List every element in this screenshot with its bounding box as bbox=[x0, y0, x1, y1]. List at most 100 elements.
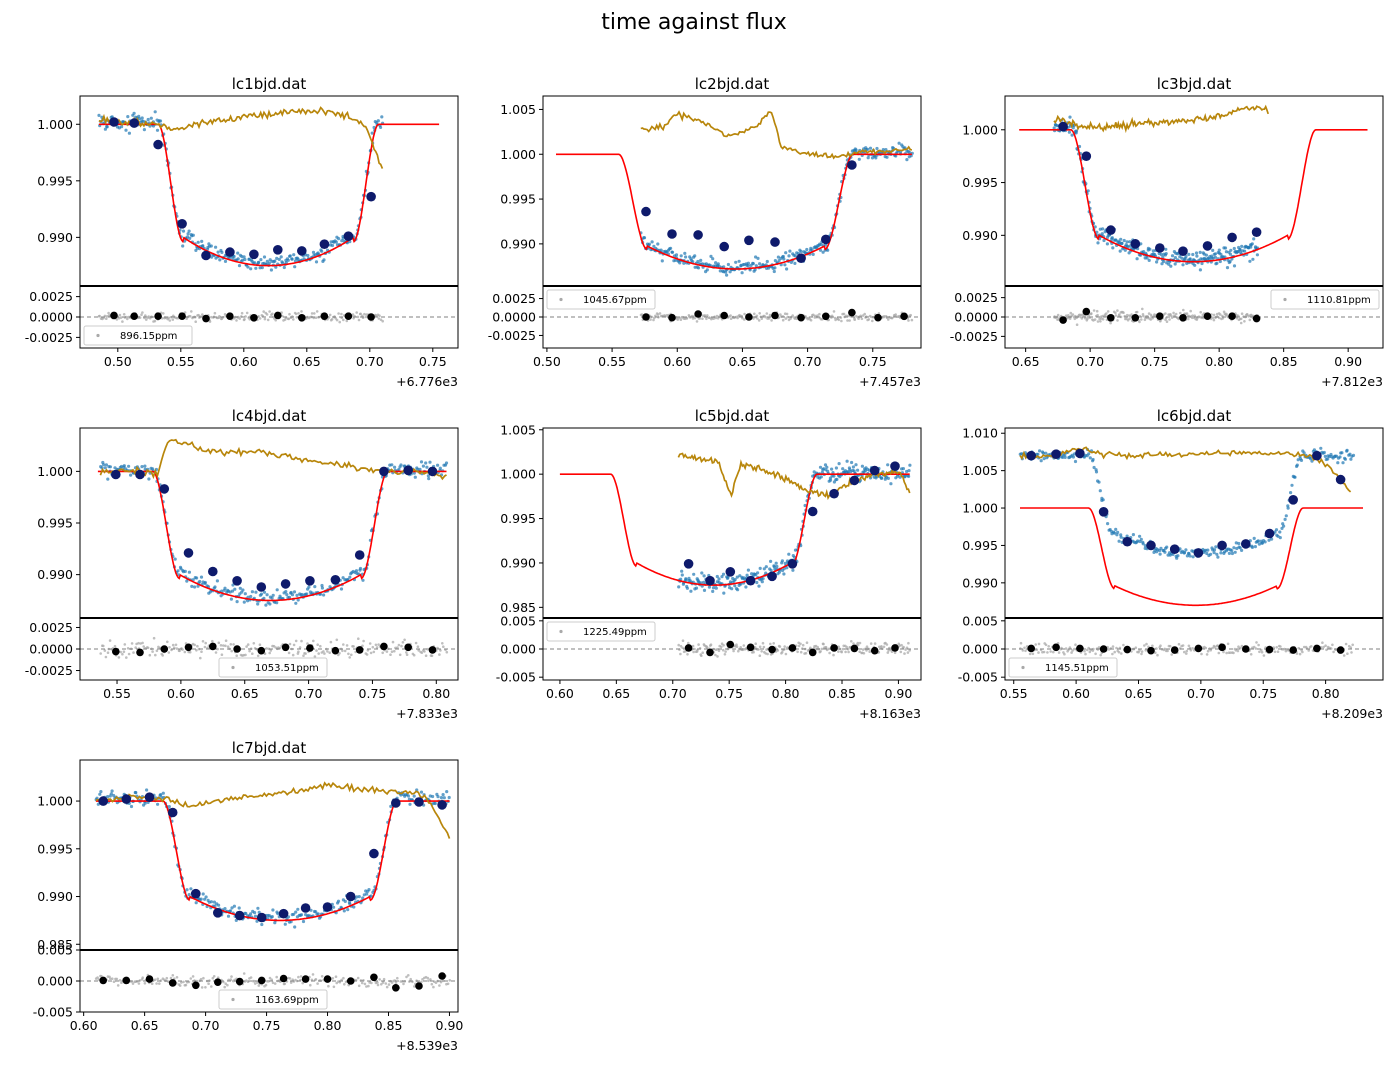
binned-data-point bbox=[1312, 450, 1322, 461]
flux-plot-area bbox=[1019, 104, 1368, 272]
residual-binned-point bbox=[1218, 643, 1226, 652]
residual-point bbox=[387, 983, 391, 986]
residual-binned-point bbox=[281, 643, 290, 652]
residual-point bbox=[202, 976, 205, 980]
residual-point bbox=[294, 312, 298, 316]
raw-data-point bbox=[301, 919, 306, 924]
raw-data-point bbox=[98, 792, 102, 796]
residual-point bbox=[246, 643, 250, 646]
residual-point bbox=[258, 317, 262, 320]
residual-point bbox=[1276, 650, 1280, 653]
x-offset-label: +6.776e3 bbox=[396, 374, 458, 389]
residual-point bbox=[1056, 313, 1060, 317]
binned-data-point bbox=[821, 234, 831, 245]
residual-point bbox=[760, 650, 763, 653]
residual-point bbox=[1344, 642, 1348, 646]
raw-data-point bbox=[228, 909, 233, 913]
residual-binned-point bbox=[209, 642, 217, 651]
residual-point bbox=[189, 315, 192, 318]
legend-label: 896.15ppm bbox=[120, 331, 177, 342]
residual-point bbox=[880, 645, 883, 648]
residual-plot-area bbox=[1005, 307, 1383, 327]
raw-data-point bbox=[132, 111, 136, 115]
raw-data-point bbox=[137, 114, 141, 118]
residual-point bbox=[224, 982, 227, 985]
residual-point bbox=[348, 656, 352, 659]
x-tick-label: 0.80 bbox=[1312, 686, 1340, 701]
raw-data-point bbox=[322, 593, 326, 597]
residual-point bbox=[424, 654, 428, 657]
residual-y-tick-label: -0.005 bbox=[958, 670, 998, 685]
residual-point bbox=[1031, 652, 1035, 656]
legend-marker bbox=[1283, 297, 1287, 302]
residual-point bbox=[871, 319, 874, 323]
raw-data-point bbox=[1100, 232, 1104, 236]
legend-box bbox=[218, 657, 328, 678]
raw-data-point bbox=[837, 462, 841, 466]
raw-data-point bbox=[1204, 253, 1208, 257]
x-tick-label: 0.85 bbox=[375, 1018, 403, 1033]
raw-data-point bbox=[428, 460, 432, 464]
residual-y-tick-label: 0.000 bbox=[500, 642, 536, 657]
residual-point bbox=[330, 318, 334, 321]
residual-point bbox=[1069, 311, 1073, 315]
raw-data-point bbox=[1219, 551, 1223, 555]
residual-point bbox=[141, 641, 144, 645]
raw-data-point bbox=[828, 478, 833, 482]
residual-point bbox=[430, 982, 434, 986]
raw-data-point bbox=[1284, 514, 1288, 518]
raw-data-point bbox=[677, 585, 681, 589]
flux-y-tick-label: 0.985 bbox=[37, 937, 73, 952]
raw-data-point bbox=[287, 595, 292, 599]
raw-data-point bbox=[257, 260, 261, 264]
residual-point bbox=[1204, 646, 1208, 650]
residual-point bbox=[171, 974, 175, 977]
raw-data-point bbox=[196, 240, 200, 244]
residual-point bbox=[785, 312, 789, 316]
residual-point bbox=[165, 976, 169, 980]
raw-data-point bbox=[728, 270, 732, 274]
raw-data-point bbox=[1223, 246, 1228, 250]
raw-data-point bbox=[357, 895, 361, 899]
raw-data-point bbox=[238, 586, 242, 590]
flux-y-tick-label: 1.000 bbox=[500, 147, 536, 162]
binned-data-point bbox=[183, 548, 194, 558]
residual-binned-point bbox=[745, 313, 753, 321]
residual-point bbox=[907, 319, 910, 322]
residual-point bbox=[799, 650, 803, 654]
residual-binned-point bbox=[830, 644, 838, 652]
flux-plot-area bbox=[97, 438, 449, 607]
transit-model-line bbox=[1020, 507, 1363, 607]
raw-data-point bbox=[1142, 250, 1146, 254]
residual-point bbox=[856, 643, 860, 647]
residual-binned-point bbox=[112, 647, 120, 656]
residual-point bbox=[1096, 313, 1099, 317]
residual-point bbox=[1099, 320, 1102, 323]
raw-data-point bbox=[1213, 252, 1218, 256]
x-tick-label: 0.60 bbox=[70, 1018, 98, 1033]
raw-data-point bbox=[292, 590, 297, 594]
raw-data-point bbox=[1128, 240, 1132, 244]
residual-point bbox=[248, 649, 251, 653]
raw-data-point bbox=[1233, 550, 1237, 554]
raw-data-point bbox=[1141, 542, 1145, 546]
residual-point bbox=[840, 319, 843, 323]
residual-point bbox=[173, 646, 176, 650]
residual-point bbox=[1221, 317, 1225, 320]
residual-binned-point bbox=[1156, 312, 1164, 321]
residual-y-tick-label: -0.0025 bbox=[950, 329, 998, 344]
raw-data-point bbox=[285, 593, 289, 597]
residual-plot-area bbox=[1005, 641, 1383, 657]
legend-box bbox=[546, 621, 656, 642]
raw-data-point bbox=[369, 894, 373, 898]
residual-point bbox=[378, 314, 381, 318]
residual-point bbox=[345, 319, 349, 323]
transit-model-line bbox=[97, 470, 447, 602]
raw-data-point bbox=[146, 117, 150, 122]
residual-y-tick-label: -0.005 bbox=[33, 1005, 73, 1020]
raw-data-point bbox=[721, 572, 726, 576]
raw-data-point bbox=[711, 589, 715, 594]
residual-point bbox=[174, 643, 178, 647]
residual-binned-point bbox=[1252, 314, 1261, 323]
raw-data-point bbox=[1198, 268, 1202, 272]
